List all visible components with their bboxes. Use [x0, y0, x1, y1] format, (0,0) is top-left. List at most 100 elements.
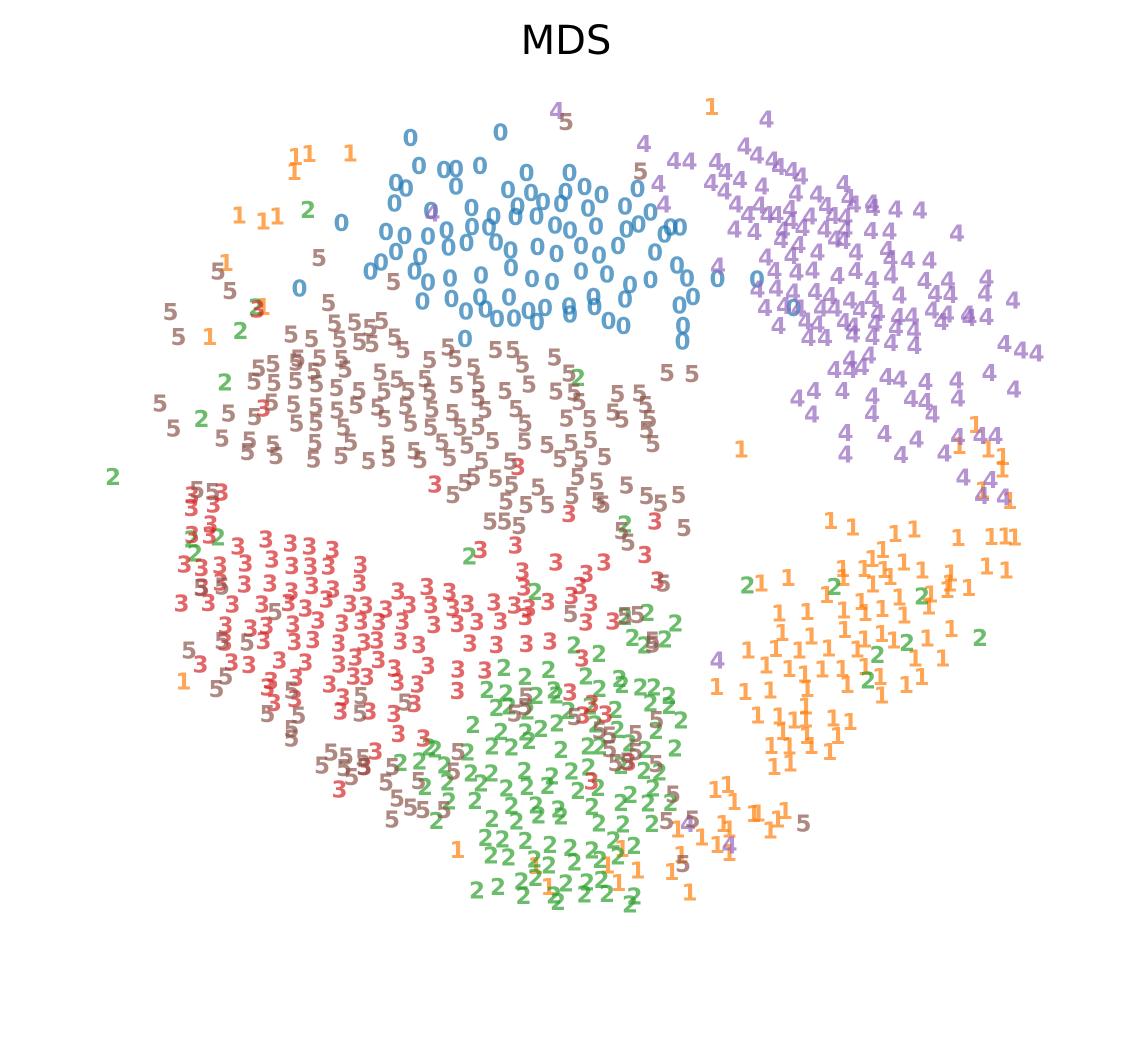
- point-digit-4: 4: [882, 247, 898, 273]
- point-digit-3: 3: [325, 578, 341, 604]
- point-digit-5: 5: [311, 346, 327, 372]
- point-digit-2: 2: [461, 545, 477, 571]
- point-digit-5: 5: [470, 372, 486, 398]
- point-digit-5: 5: [487, 338, 503, 364]
- point-digit-5: 5: [335, 416, 351, 442]
- point-digit-3: 3: [324, 538, 340, 564]
- point-digit-5: 5: [638, 418, 654, 444]
- point-digit-0: 0: [506, 307, 522, 333]
- point-digit-3: 3: [390, 722, 406, 748]
- point-digit-3: 3: [469, 610, 485, 636]
- point-digit-0: 0: [420, 270, 436, 296]
- point-digit-0: 0: [489, 307, 505, 333]
- point-digit-1: 1: [255, 210, 271, 236]
- point-digit-5: 5: [619, 750, 635, 776]
- point-digit-1: 1: [799, 677, 815, 703]
- point-digit-2: 2: [548, 684, 564, 710]
- point-digit-1: 1: [707, 778, 723, 804]
- point-digit-2: 2: [637, 738, 653, 764]
- point-digit-4: 4: [782, 197, 798, 223]
- point-digit-5: 5: [395, 338, 411, 364]
- point-digit-4: 4: [870, 301, 886, 327]
- point-digit-1: 1: [769, 808, 785, 834]
- point-digit-2: 2: [580, 755, 596, 781]
- point-digit-5: 5: [259, 702, 275, 728]
- point-digit-1: 1: [978, 555, 994, 581]
- point-digit-5: 5: [632, 160, 648, 186]
- point-digit-5: 5: [380, 447, 396, 473]
- point-digit-5: 5: [181, 638, 197, 664]
- point-digit-2: 2: [636, 633, 652, 659]
- point-digit-3: 3: [386, 657, 402, 683]
- point-digit-4: 4: [892, 367, 908, 393]
- point-digit-5: 5: [402, 796, 418, 822]
- point-digit-2: 2: [607, 698, 623, 724]
- point-digit-3: 3: [334, 612, 350, 638]
- point-digit-3: 3: [369, 629, 385, 655]
- point-digit-4: 4: [864, 402, 880, 428]
- point-digit-1: 1: [673, 843, 689, 869]
- point-digit-4: 4: [813, 296, 829, 322]
- point-digit-2: 2: [105, 465, 121, 491]
- point-digit-5: 5: [484, 429, 500, 455]
- point-digit-3: 3: [390, 579, 406, 605]
- point-digit-4: 4: [939, 303, 955, 329]
- point-digit-2: 2: [542, 833, 558, 859]
- point-digit-2: 2: [642, 692, 658, 718]
- point-digit-4: 4: [680, 812, 696, 838]
- point-digit-5: 5: [362, 316, 378, 342]
- point-digit-0: 0: [557, 180, 573, 206]
- point-digit-4: 4: [888, 316, 904, 342]
- point-digit-5: 5: [503, 473, 519, 499]
- point-digit-5: 5: [508, 397, 524, 423]
- point-digit-3: 3: [449, 679, 465, 705]
- point-digit-0: 0: [472, 286, 488, 312]
- point-digit-0: 0: [585, 285, 601, 311]
- point-digit-1: 1: [791, 638, 807, 664]
- point-digit-4: 4: [770, 314, 786, 340]
- point-digit-4: 4: [784, 159, 800, 185]
- point-digit-4: 4: [837, 218, 853, 244]
- point-digit-4: 4: [789, 387, 805, 413]
- point-digit-4: 4: [906, 319, 922, 345]
- point-digit-5: 5: [582, 428, 598, 454]
- point-digit-2: 2: [558, 872, 574, 898]
- point-digit-0: 0: [588, 215, 604, 241]
- point-digit-5: 5: [607, 751, 623, 777]
- point-digit-5: 5: [631, 381, 647, 407]
- point-digit-2: 2: [626, 885, 642, 911]
- point-digit-2: 2: [526, 848, 542, 874]
- point-digit-3: 3: [392, 629, 408, 655]
- point-digit-3: 3: [320, 555, 336, 581]
- point-digit-0: 0: [685, 285, 701, 311]
- point-digit-1: 1: [786, 709, 802, 735]
- point-digit-5: 5: [263, 391, 279, 417]
- point-digit-1: 1: [737, 680, 753, 706]
- point-digit-2: 2: [648, 719, 664, 745]
- point-digit-0: 0: [617, 195, 633, 221]
- point-digit-3: 3: [441, 580, 457, 606]
- point-digit-1: 1: [873, 622, 889, 648]
- point-digit-1: 1: [753, 572, 769, 598]
- point-digit-2: 2: [465, 713, 481, 739]
- point-digit-0: 0: [656, 223, 672, 249]
- point-digit-1: 1: [745, 802, 761, 828]
- point-digit-5: 5: [385, 270, 401, 296]
- point-digit-3: 3: [462, 632, 478, 658]
- point-digit-2: 2: [899, 631, 915, 657]
- point-digit-1: 1: [873, 684, 889, 710]
- point-digit-2: 2: [528, 793, 544, 819]
- point-digit-2: 2: [869, 643, 885, 669]
- point-digit-5: 5: [266, 371, 282, 397]
- point-digit-2: 2: [473, 772, 489, 798]
- point-digit-4: 4: [771, 155, 787, 181]
- point-digit-4: 4: [927, 282, 943, 308]
- point-digit-1: 1: [997, 524, 1013, 550]
- point-digit-3: 3: [578, 611, 594, 637]
- point-digit-2: 2: [459, 741, 475, 767]
- point-digit-3: 3: [321, 672, 337, 698]
- point-digit-0: 0: [529, 235, 545, 261]
- point-digit-5: 5: [539, 433, 555, 459]
- point-digit-5: 5: [566, 705, 582, 731]
- point-digit-5: 5: [588, 469, 604, 495]
